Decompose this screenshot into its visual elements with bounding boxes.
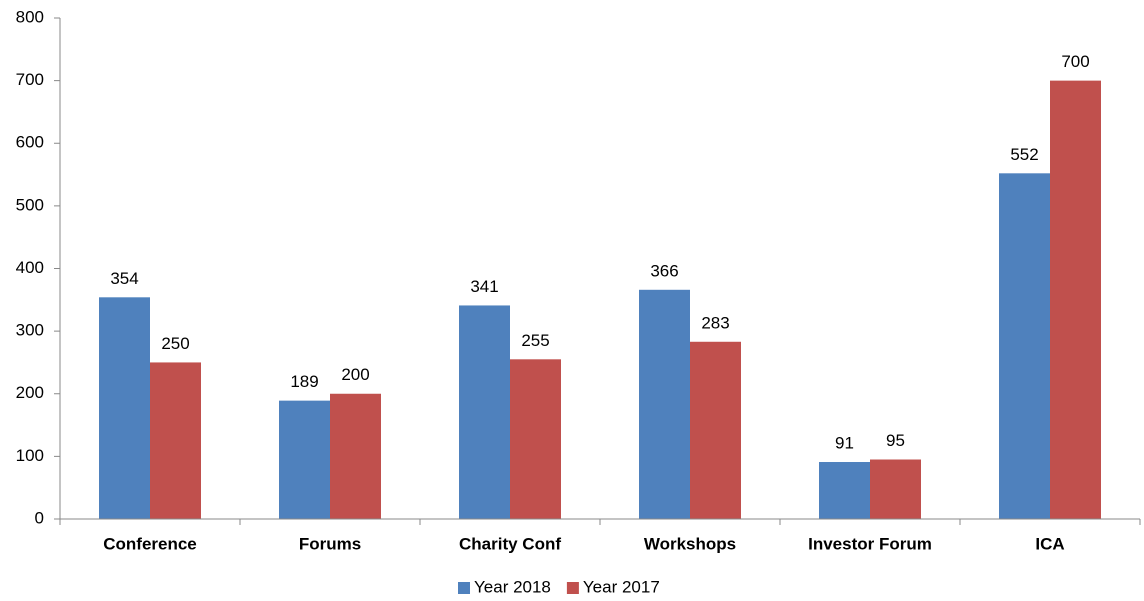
bar bbox=[870, 459, 921, 519]
x-tick-label: Workshops bbox=[644, 534, 736, 553]
y-tick-label: 500 bbox=[16, 195, 44, 214]
legend-label: Year 2017 bbox=[583, 577, 660, 596]
y-tick-label: 800 bbox=[16, 7, 44, 26]
bar bbox=[459, 305, 510, 519]
bar bbox=[819, 462, 870, 519]
data-label: 250 bbox=[161, 334, 189, 353]
y-tick-label: 300 bbox=[16, 321, 44, 340]
data-label: 95 bbox=[886, 431, 905, 450]
y-tick-label: 400 bbox=[16, 258, 44, 277]
data-label: 552 bbox=[1010, 145, 1038, 164]
y-tick-label: 200 bbox=[16, 383, 44, 402]
x-tick-label: ICA bbox=[1035, 534, 1064, 553]
data-label: 366 bbox=[650, 261, 678, 280]
bar bbox=[1050, 80, 1101, 519]
legend-swatch bbox=[566, 582, 579, 594]
y-tick-label: 0 bbox=[35, 508, 44, 527]
data-label: 200 bbox=[341, 365, 369, 384]
data-label: 189 bbox=[290, 372, 318, 391]
data-label: 354 bbox=[110, 269, 138, 288]
data-label: 283 bbox=[701, 313, 729, 332]
data-label: 91 bbox=[835, 433, 854, 452]
y-tick-label: 600 bbox=[16, 133, 44, 152]
y-tick-label: 700 bbox=[16, 70, 44, 89]
bar bbox=[510, 359, 561, 519]
x-tick-label: Investor Forum bbox=[808, 534, 932, 553]
bar bbox=[279, 400, 330, 519]
bar bbox=[639, 289, 690, 519]
legend-label: Year 2018 bbox=[474, 577, 551, 596]
data-label: 700 bbox=[1061, 52, 1089, 71]
bar bbox=[99, 297, 150, 519]
y-tick-label: 100 bbox=[16, 446, 44, 465]
x-tick-label: Conference bbox=[103, 534, 197, 553]
bar bbox=[150, 362, 201, 519]
data-label: 255 bbox=[521, 331, 549, 350]
x-tick-label: Forums bbox=[299, 534, 361, 553]
legend-swatch bbox=[458, 582, 470, 594]
bar bbox=[690, 341, 741, 519]
x-tick-label: Charity Conf bbox=[459, 534, 561, 553]
data-label: 341 bbox=[470, 277, 498, 296]
bar bbox=[999, 173, 1050, 519]
bar bbox=[330, 393, 381, 519]
